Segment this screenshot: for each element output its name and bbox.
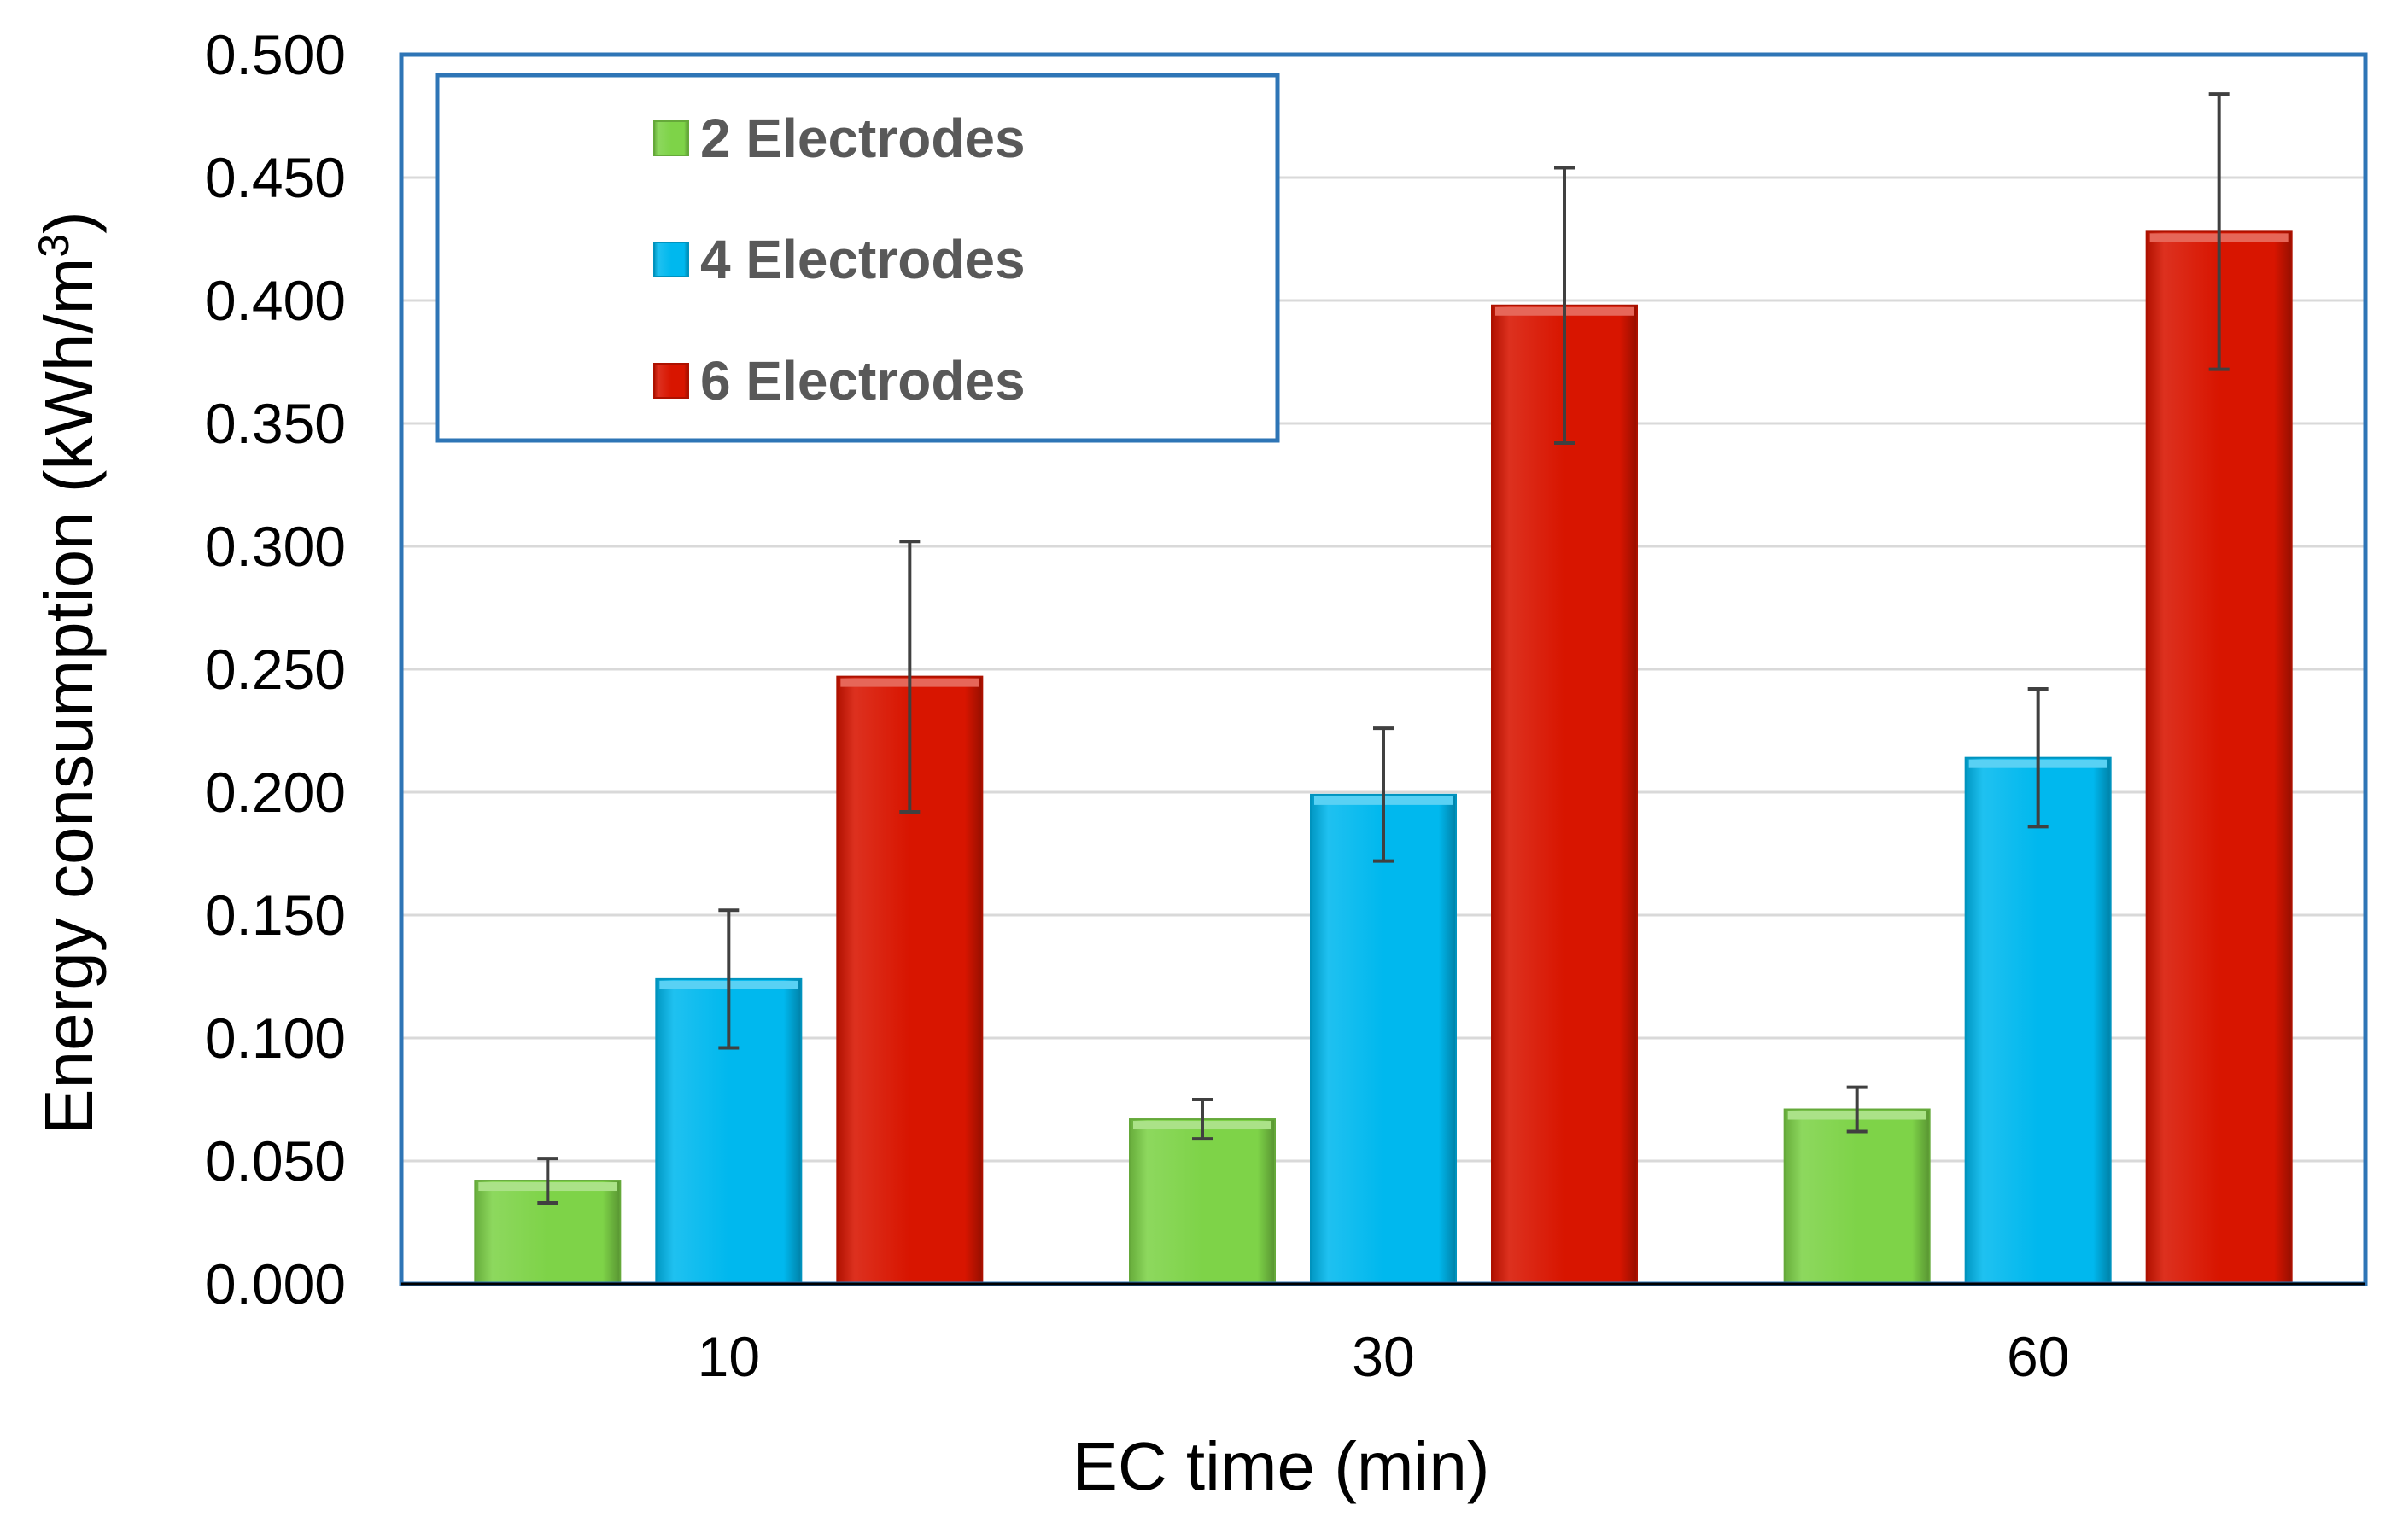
y-tick-label: 0.500 — [205, 23, 346, 86]
y-tick-label: 0.000 — [205, 1252, 346, 1315]
y-axis-title: Energy consumption (kWh/m3) — [30, 211, 107, 1134]
bar-2-electrodes-60 — [1783, 1108, 1931, 1286]
x-tick-labels: 10 30 60 — [698, 1325, 2070, 1388]
y-tick-label: 0.450 — [205, 146, 346, 209]
x-tick-label: 10 — [698, 1325, 760, 1388]
legend-swatch — [653, 363, 689, 399]
y-axis-title-superscript: 3 — [30, 234, 78, 258]
bar-6-electrodes-30 — [1491, 304, 1638, 1285]
legend: 2 Electrodes 4 Electrodes 6 Electrodes — [435, 73, 1280, 443]
x-tick-label: 60 — [2007, 1325, 2069, 1388]
legend-label: 2 Electrodes — [700, 108, 1026, 169]
legend-label: 6 Electrodes — [700, 350, 1026, 411]
y-axis-title-main: Energy consumption (kWh/m — [31, 258, 107, 1135]
y-tick-label: 0.050 — [205, 1129, 346, 1193]
legend-swatch — [653, 242, 689, 277]
y-tick-label: 0.100 — [205, 1006, 346, 1070]
bar-4-electrodes-60 — [1964, 756, 2112, 1285]
legend-box — [435, 73, 1280, 443]
y-tick-labels: 0.000 0.050 0.100 0.150 0.200 0.250 0.300 0.350… — [205, 23, 346, 1315]
y-tick-label: 0.400 — [205, 269, 346, 332]
x-axis-title: EC time (min) — [1073, 1428, 1490, 1504]
y-tick-label: 0.250 — [205, 638, 346, 701]
legend-swatch — [653, 120, 689, 156]
legend-label: 4 Electrodes — [700, 229, 1026, 290]
bar-6-electrodes-60 — [2145, 230, 2293, 1285]
y-tick-label: 0.300 — [205, 515, 346, 578]
y-tick-label: 0.200 — [205, 761, 346, 824]
bar-2-electrodes-30 — [1129, 1118, 1276, 1286]
bar-4-electrodes-30 — [1310, 793, 1457, 1285]
legend-items: 2 Electrodes 4 Electrodes 6 Electrodes — [653, 108, 1026, 411]
y-tick-label: 0.350 — [205, 392, 346, 455]
x-tick-label: 30 — [1352, 1325, 1414, 1388]
y-axis-title-suffix: ) — [31, 211, 107, 234]
y-tick-label: 0.150 — [205, 884, 346, 947]
error-bars — [537, 92, 2230, 1205]
